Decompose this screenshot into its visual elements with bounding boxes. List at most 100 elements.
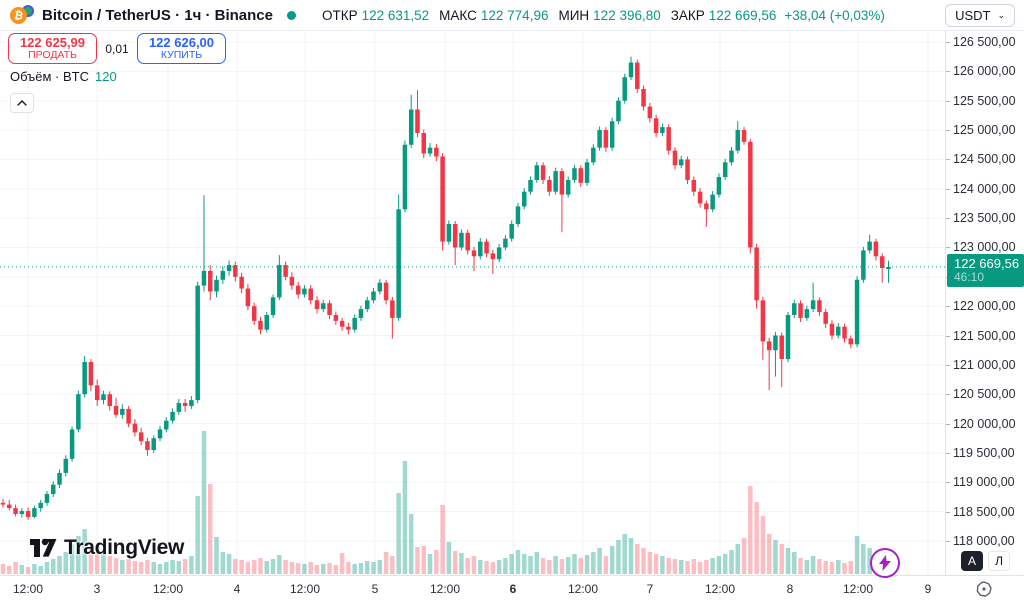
volume-bar	[132, 561, 138, 574]
candle	[810, 282, 816, 313]
last-price-value: 122 669,56	[954, 255, 1020, 271]
candle	[415, 90, 420, 138]
candle	[528, 176, 533, 195]
symbol-title[interactable]: Bitcoin / TetherUS · 1ч · Binance	[42, 6, 273, 24]
volume-bar	[823, 561, 828, 574]
candle	[314, 296, 320, 314]
candle	[7, 499, 12, 511]
volume-bar	[804, 560, 810, 574]
volume-bar	[214, 537, 219, 574]
volume-bar	[402, 461, 408, 574]
volume-bar	[471, 556, 477, 574]
candle	[452, 221, 458, 266]
volume-bar	[509, 554, 514, 574]
price-tick	[946, 42, 950, 43]
candle	[145, 437, 150, 456]
candle	[478, 238, 483, 260]
collapse-panel-button[interactable]	[10, 93, 34, 113]
candle	[346, 322, 351, 335]
watermark-text: TradingView	[64, 536, 185, 559]
volume-bar	[547, 560, 552, 574]
volume-bar	[333, 565, 339, 574]
candle	[333, 311, 339, 325]
candle	[57, 469, 62, 489]
volume-bar	[603, 556, 609, 574]
candle	[82, 356, 87, 398]
candle	[226, 260, 232, 276]
tradingview-watermark[interactable]: TradingView	[30, 536, 184, 560]
candle	[748, 138, 753, 254]
candle	[547, 175, 552, 196]
candle	[572, 164, 577, 183]
volume-bar	[835, 560, 841, 574]
pair-logo-icon: ₿	[10, 5, 36, 25]
candle	[358, 305, 364, 321]
axis-settings-button[interactable]	[976, 581, 992, 601]
candle	[446, 220, 452, 245]
currency-label: USDT	[955, 8, 991, 23]
candle	[69, 426, 75, 462]
time-axis-label: 12:00	[842, 582, 874, 596]
quick-trade-button[interactable]	[870, 548, 900, 578]
time-axis-label: 5	[371, 582, 379, 596]
volume-bar	[446, 542, 452, 574]
candle	[490, 249, 496, 274]
spread-value: 0,01	[105, 41, 129, 56]
price-axis-label: 120 500,00	[953, 387, 1016, 402]
price-axis-label: 118 000,00	[953, 534, 1015, 548]
log-scale-button[interactable]: Л	[988, 551, 1010, 571]
sell-button[interactable]: 122 625,99 ПРОДАТЬ	[8, 33, 97, 64]
time-axis-label: 12:00	[704, 582, 736, 596]
volume-bar	[32, 564, 37, 574]
price-axis-label: 121 000,00	[953, 357, 1016, 372]
volume-bar	[565, 557, 571, 574]
volume-bar	[7, 566, 12, 574]
candle	[848, 335, 854, 349]
price-tick	[946, 100, 950, 102]
candle	[754, 243, 759, 309]
volume-bar	[38, 566, 43, 574]
candle	[584, 158, 590, 186]
price-axis-label: 122 000,00	[953, 299, 1016, 314]
candle	[540, 162, 546, 185]
volume-legend[interactable]: Объём · BTC 120	[10, 69, 117, 84]
gear-icon	[976, 581, 992, 597]
time-axis[interactable]: 12:00 3 12:00 4 12:00 5 12:00 6 12:00 7 12:00 8 12:0…	[0, 575, 1024, 601]
bar-countdown: 46:10	[954, 269, 985, 284]
candle	[685, 156, 690, 185]
candle	[465, 229, 470, 255]
volume-bar	[754, 502, 759, 574]
candle	[741, 127, 747, 145]
price-tick	[946, 452, 950, 454]
currency-dropdown[interactable]: USDT ⌄	[945, 4, 1015, 27]
buy-button[interactable]: 122 626,00 КУПИТЬ	[137, 33, 226, 64]
auto-scale-button[interactable]: A	[961, 551, 983, 571]
volume-bar	[220, 552, 226, 574]
candle	[603, 127, 609, 152]
volume-bar	[176, 561, 182, 574]
volume-bar	[729, 550, 734, 574]
volume-bar	[810, 556, 816, 574]
candle	[289, 272, 295, 290]
volume-bar	[741, 538, 747, 574]
candle	[0, 498, 6, 508]
volume-bar	[390, 556, 395, 574]
volume-bar	[195, 496, 200, 574]
price-tick	[946, 159, 950, 161]
candle	[327, 300, 332, 320]
volume-bar	[421, 546, 427, 574]
volume-bar	[270, 559, 276, 574]
candle	[716, 173, 722, 198]
price-axis[interactable]: 126 500,00 126 000,00 125 500,00 125 000,00…	[945, 31, 1024, 575]
volume-bar	[760, 516, 766, 574]
candle	[107, 391, 113, 411]
price-tick	[946, 364, 950, 366]
candle	[383, 279, 389, 305]
volume-bar	[308, 562, 313, 574]
volume-bar	[459, 553, 464, 574]
candle	[440, 152, 445, 251]
volume-bar	[697, 562, 703, 574]
candle	[729, 147, 734, 166]
candle	[697, 188, 703, 208]
